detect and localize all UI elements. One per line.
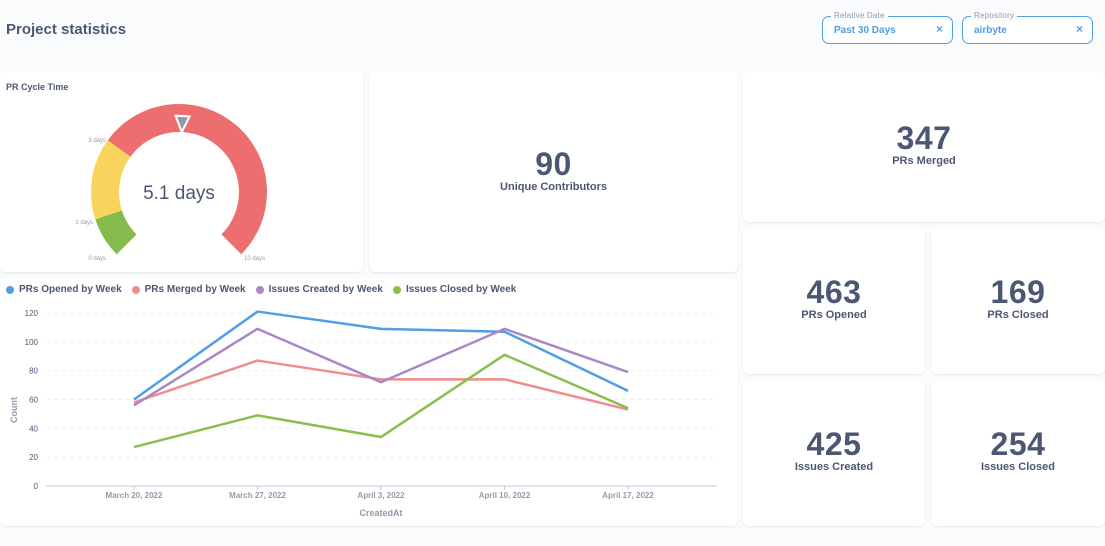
- scalar-value: 90: [535, 146, 572, 182]
- legend-dot: [392, 285, 401, 294]
- legend-dot: [255, 285, 264, 294]
- legend-label: PRs Merged by Week: [144, 284, 246, 295]
- gauge-tick-label: 10 days: [244, 256, 265, 262]
- gauge-tick-label: 0 days: [88, 256, 106, 262]
- x-tick-label: March 27, 2022: [229, 491, 286, 500]
- scalar-value: 169: [990, 274, 1046, 310]
- card-title: PR Cycle Time: [6, 82, 69, 92]
- y-tick-label: 80: [29, 367, 38, 376]
- gauge-segment-yellow: [91, 140, 131, 220]
- page-title: Project statistics: [6, 21, 127, 38]
- scalar-value: 463: [806, 274, 862, 310]
- gauge-pointer-icon: [174, 114, 192, 135]
- scalar-label: PRs Merged: [892, 155, 956, 167]
- x-tick-label: March 20, 2022: [106, 491, 163, 500]
- legend-item[interactable]: PRs Opened by Week: [6, 284, 122, 295]
- pr-cycle-time-card[interactable]: PR Cycle Time 5.1 days 0 days 1 days 3 d…: [0, 72, 363, 272]
- legend-label: Issues Closed by Week: [405, 284, 517, 295]
- legend-label: PRs Opened by Week: [19, 284, 122, 295]
- issues-created-card[interactable]: 425 Issues Created: [743, 380, 925, 526]
- y-tick-label: 60: [29, 396, 38, 405]
- filter-label: Repository: [971, 10, 1018, 22]
- gauge-chart: 5.1 days 0 days 1 days 3 days 10 days: [75, 104, 267, 262]
- x-axis-label: CreatedAt: [359, 508, 402, 518]
- scalar-label: PRs Opened: [801, 309, 867, 321]
- repository-filter[interactable]: Repository airbyte ×: [962, 10, 1093, 44]
- scalar-value: 254: [990, 426, 1046, 462]
- chart-legend: PRs Opened by Week PRs Merged by Week Is…: [6, 284, 516, 295]
- legend-dot: [6, 285, 14, 294]
- issues-closed-card[interactable]: 254 Issues Closed: [931, 380, 1105, 526]
- x-tick-label: April 10, 2022: [479, 491, 531, 500]
- y-tick-label: 40: [29, 424, 38, 433]
- line-chart: 0 20 40 60 80 100 120 March 20, 2022 March 27, …: [9, 309, 717, 518]
- x-tick-label: April 3, 2022: [357, 491, 405, 500]
- series-line-issues-closed-by-week: [133, 353, 629, 449]
- close-icon[interactable]: ×: [935, 22, 943, 36]
- dashboard-header: Project statistics Relative Date Past 30…: [0, 0, 1105, 62]
- filter-value: Past 30 Days: [834, 25, 896, 36]
- close-icon[interactable]: ×: [1075, 22, 1083, 36]
- y-axis-label: Count: [9, 397, 19, 423]
- scalar-label: Unique Contributors: [500, 181, 607, 193]
- gauge-tick-label: 1 days: [75, 220, 93, 226]
- y-tick-label: 120: [25, 309, 39, 318]
- gauge-value: 5.1 days: [143, 183, 215, 204]
- series-line-issues-created-by-week: [133, 327, 629, 407]
- legend-label: Issues Created by Week: [268, 284, 383, 295]
- prs-merged-card[interactable]: 347 PRs Merged: [743, 72, 1105, 222]
- series-line-prs-merged-by-week: [133, 359, 629, 411]
- gauge-segment-green: [95, 209, 138, 255]
- legend-dot: [131, 285, 140, 294]
- y-tick-label: 100: [25, 338, 39, 347]
- relative-date-filter[interactable]: Relative Date Past 30 Days ×: [822, 10, 953, 44]
- filter-value: airbyte: [974, 25, 1007, 36]
- scalar-value: 425: [806, 426, 862, 462]
- scalar-value: 347: [896, 120, 952, 156]
- prs-closed-card[interactable]: 169 PRs Closed: [931, 228, 1105, 374]
- series-line-prs-opened-by-week: [133, 310, 629, 401]
- scalar-label: Issues Closed: [981, 461, 1055, 473]
- legend-item[interactable]: PRs Merged by Week: [131, 284, 246, 295]
- gauge-tick-label: 3 days: [88, 138, 106, 144]
- legend-item[interactable]: Issues Closed by Week: [392, 284, 517, 295]
- y-tick-label: 20: [29, 453, 38, 462]
- scalar-label: Issues Created: [794, 461, 874, 473]
- x-tick-label: April 17, 2022: [602, 491, 654, 500]
- y-tick-label: 0: [34, 482, 39, 491]
- gauge-segment-red: [107, 104, 267, 255]
- prs-opened-card[interactable]: 463 PRs Opened: [743, 228, 925, 374]
- legend-item[interactable]: Issues Created by Week: [255, 284, 383, 295]
- filter-label: Relative Date: [831, 10, 888, 22]
- scalar-label: PRs Closed: [987, 309, 1049, 321]
- unique-contributors-card[interactable]: 90 Unique Contributors: [369, 72, 738, 272]
